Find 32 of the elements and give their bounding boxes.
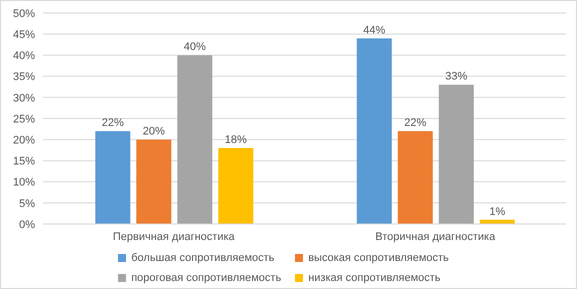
data-label: 18%	[224, 134, 248, 146]
y-tick-label: 50%	[12, 8, 36, 20]
bar	[136, 140, 172, 224]
data-label: 40%	[184, 41, 206, 54]
data-label: 20%	[142, 126, 166, 138]
y-tick-label: 20%	[12, 134, 36, 147]
bar	[177, 55, 212, 224]
x-tick-label: Первичная диагностика	[112, 230, 236, 243]
y-tick-label: 10%	[12, 176, 36, 189]
bar	[218, 148, 254, 224]
y-tick-label: 15%	[12, 156, 36, 168]
data-label: 22%	[404, 117, 427, 130]
legend-label: большая сопротивляемость	[131, 252, 274, 264]
y-tick-label: 40%	[12, 50, 36, 62]
legend-label: пороговая сопротивляемость	[131, 272, 282, 284]
legend-label: высокая сопротивляемость	[308, 252, 449, 264]
y-tick-label: 45%	[12, 29, 36, 42]
y-tick-label: 0%	[19, 218, 36, 231]
data-label: 1%	[489, 206, 506, 218]
y-tick-label: 35%	[12, 71, 36, 84]
bar	[95, 131, 130, 224]
data-label: 33%	[445, 70, 468, 83]
data-label: 44%	[363, 24, 386, 36]
y-tick-label: 25%	[12, 113, 36, 126]
y-tick-label: 5%	[19, 198, 36, 210]
bar	[356, 38, 392, 224]
legend-label: низкая сопротивляемость	[308, 272, 441, 284]
bar	[438, 84, 474, 224]
data-label: 22%	[102, 117, 124, 130]
y-tick-label: 30%	[12, 92, 36, 104]
bar	[398, 131, 433, 224]
x-tick-label: Вторичная диагностика	[375, 230, 496, 243]
